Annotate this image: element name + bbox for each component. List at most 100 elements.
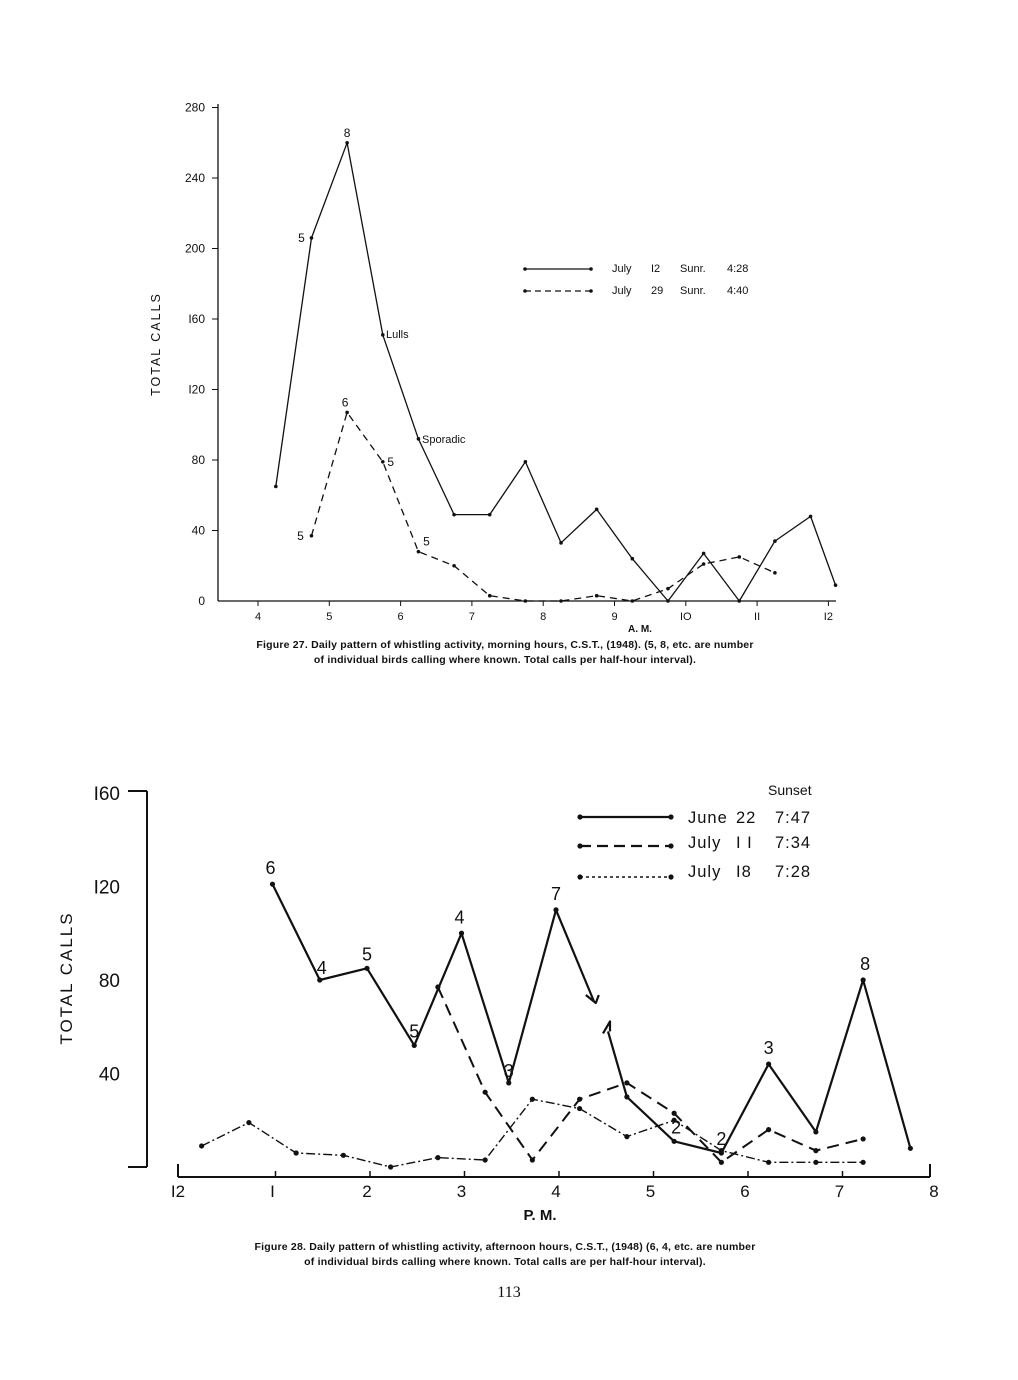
- fig28-data-point: [624, 1080, 630, 1086]
- fig28-legend-day: I8: [736, 863, 752, 881]
- figure-27-caption-line: of individual birds calling where known.…: [313, 654, 697, 666]
- fig27-annotation-sporadic: Sporadic: [422, 434, 466, 446]
- figure-27-caption-line: Figure 27. Daily pattern of whistling ac…: [256, 639, 754, 651]
- fig27-x-tick-label: 8: [540, 611, 546, 623]
- fig28-legend-date: July: [688, 834, 721, 852]
- fig28-x-tick-label: 5: [646, 1182, 655, 1201]
- fig28-data-point: [766, 1127, 772, 1133]
- fig28-x-tick-label: I: [270, 1182, 275, 1201]
- fig28-data-point: [671, 1110, 677, 1116]
- fig27-y-tick-label: 200: [185, 242, 205, 256]
- fig28-data-point: [340, 1152, 346, 1158]
- fig28-data-point: [813, 1129, 819, 1135]
- fig28-bird-count-label: 3: [504, 1061, 514, 1081]
- fig28-data-point: [482, 1089, 488, 1095]
- fig28-legend-date: June: [688, 809, 728, 827]
- fig28-data-point: [813, 1159, 819, 1165]
- fig27-data-point: [452, 512, 456, 517]
- fig27-legend-date: July: [612, 263, 632, 275]
- fig27-legend-date: July: [612, 285, 632, 297]
- fig27-data-point: [380, 459, 385, 464]
- fig28-x-tick-label: I2: [171, 1182, 185, 1201]
- fig27-data-point: [345, 410, 349, 415]
- fig27-data-point: [773, 571, 777, 575]
- fig27-y-tick-label: 40: [192, 524, 206, 538]
- fig28-data-point: [718, 1148, 724, 1154]
- fig28-data-point: [671, 1138, 677, 1144]
- fig28-bird-count-label: 7: [551, 884, 561, 904]
- fig28-bird-count-label: 8: [860, 954, 870, 974]
- fig28-data-point: [458, 930, 465, 936]
- fig28-data-point: [718, 1159, 724, 1165]
- fig28-series-break-mark: [585, 994, 600, 1005]
- fig28-data-point: [766, 1159, 772, 1165]
- fig28-legend-time: 7:34: [775, 834, 811, 852]
- fig27-y-tick-label: 80: [192, 453, 206, 467]
- fig28-x-tick-label: 7: [835, 1182, 844, 1201]
- fig28-data-point: [506, 1080, 512, 1086]
- fig28-data-point: [269, 881, 276, 887]
- fig28-data-point: [388, 1164, 394, 1170]
- fig28-data-point: [860, 1136, 866, 1142]
- fig28-data-point: [482, 1157, 488, 1163]
- fig27-data-point: [773, 539, 777, 543]
- fig28-legend-dot: [577, 874, 583, 880]
- fig27-data-point: [666, 599, 670, 603]
- fig28-x-tick-label: 2: [362, 1182, 371, 1201]
- fig27-data-point: [345, 140, 349, 145]
- fig27-data-point: [309, 236, 314, 240]
- fig28-bird-count-label: 2: [716, 1129, 726, 1149]
- fig27-legend-dot: [589, 289, 593, 293]
- fig28-data-point: [577, 1096, 583, 1102]
- fig28-data-point: [411, 1042, 417, 1049]
- fig27-data-point: [737, 555, 742, 559]
- fig28-bird-count-label: 5: [362, 944, 372, 964]
- fig27-data-point: [559, 599, 563, 603]
- fig28-bird-count-label: 4: [454, 907, 464, 927]
- fig27-data-point: [523, 599, 528, 603]
- fig28-legend-dot: [668, 874, 674, 880]
- fig27-data-point: [452, 563, 456, 568]
- fig28-y-tick-label: I60: [94, 784, 120, 805]
- fig28-data-point: [624, 1094, 630, 1100]
- fig28-data-point: [246, 1119, 252, 1126]
- fig27-legend-dot: [523, 267, 527, 271]
- fig27-legend-day: I2: [651, 263, 660, 275]
- fig28-series-july-11-line: [436, 986, 864, 1164]
- fig28-data-point: [435, 1155, 441, 1161]
- fig28-data-point: [293, 1150, 299, 1156]
- fig28-legend-date: July: [688, 863, 721, 881]
- fig27-bird-count-label: 6: [342, 395, 349, 409]
- fig27-x-axis-label: A. M.: [628, 624, 652, 635]
- fig27-data-point: [833, 583, 838, 587]
- fig28-legend-time: 7:47: [775, 809, 811, 827]
- fig28-bird-count-label: 6: [265, 858, 275, 878]
- fig27-data-point: [523, 459, 528, 464]
- fig28-data-point: [671, 1117, 677, 1123]
- fig28-data-point: [553, 907, 559, 913]
- fig28-bird-count-label: 5: [409, 1021, 419, 1041]
- fig27-data-point: [594, 507, 599, 512]
- fig28-legend-title: Sunset: [768, 782, 812, 798]
- figure-27-caption: Figure 27. Daily pattern of whistling ac…: [160, 638, 850, 668]
- fig27-data-point: [309, 533, 314, 538]
- fig27-series-july-29-line: [310, 411, 776, 602]
- page-number: 113: [497, 1284, 521, 1301]
- fig27-legend-dot: [523, 289, 527, 293]
- fig27-data-point: [630, 556, 635, 561]
- fig27-legend-time: 4:28: [727, 263, 748, 275]
- fig27-legend-time: 4:40: [727, 285, 748, 297]
- fig28-series-june-22-line: [606, 978, 912, 1155]
- fig28-data-point: [199, 1143, 205, 1149]
- fig28-data-point: [577, 1105, 583, 1112]
- fig27-data-point: [808, 514, 813, 519]
- fig27-data-point: [559, 541, 563, 545]
- fig28-data-point: [317, 977, 323, 983]
- fig27-x-tick-label: II: [754, 611, 760, 623]
- fig27-bird-count-label: 5: [387, 455, 394, 469]
- fig27-x-tick-label: 5: [326, 611, 332, 623]
- fig28-data-point: [624, 1134, 630, 1140]
- fig27-legend-dot: [589, 267, 593, 271]
- fig28-legend-day: 22: [736, 809, 756, 827]
- fig27-x-tick-label: 7: [469, 611, 475, 623]
